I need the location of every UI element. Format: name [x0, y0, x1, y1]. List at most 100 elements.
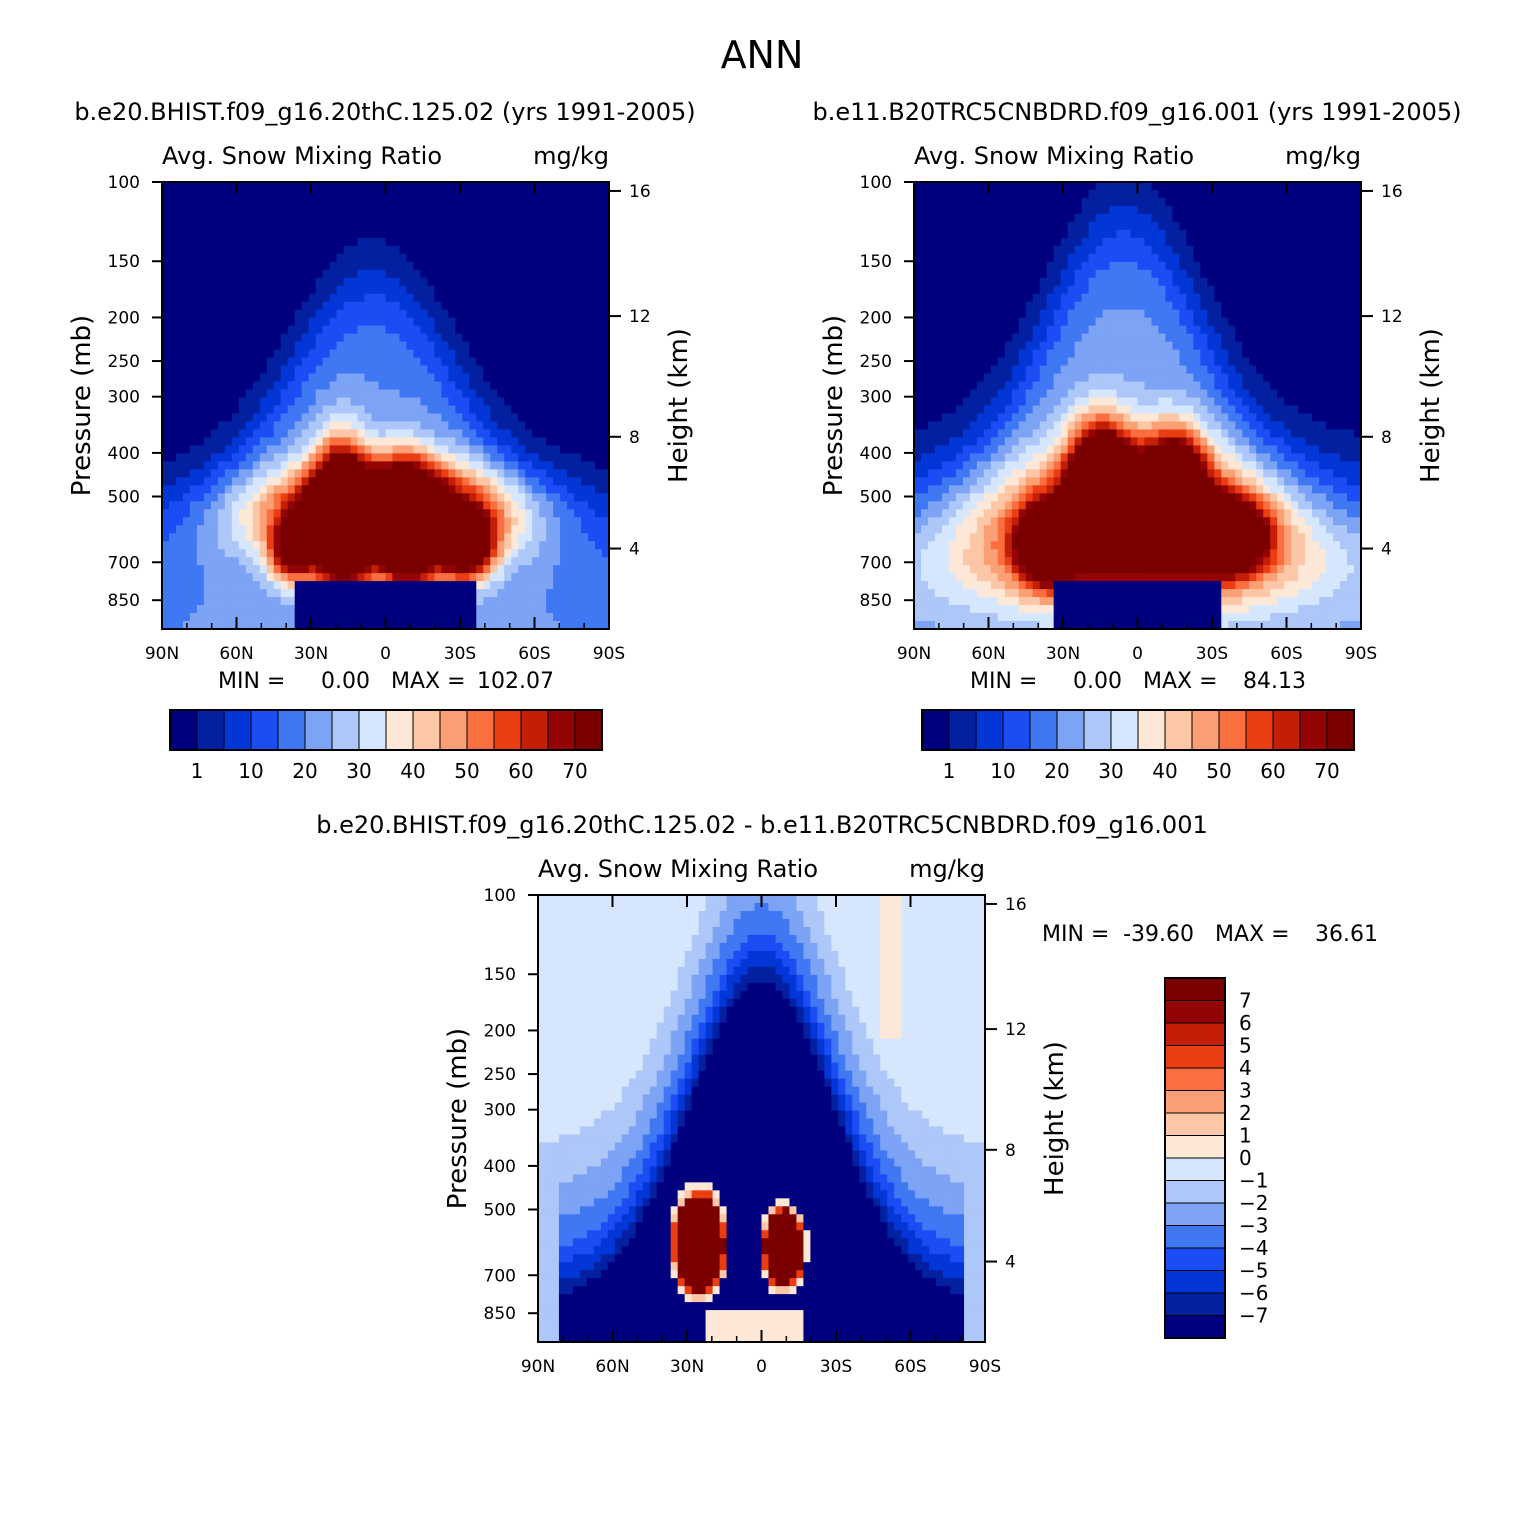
field-cell	[595, 469, 603, 478]
field-cell	[301, 421, 310, 431]
field-cell	[441, 581, 449, 590]
field-cell	[518, 213, 526, 223]
field-cell	[1032, 293, 1041, 303]
field-cell	[168, 573, 177, 582]
field-cell	[1060, 309, 1069, 319]
field-cell	[581, 413, 589, 423]
field-cell	[997, 349, 1006, 359]
field-cell	[1060, 317, 1069, 327]
field-cell	[983, 597, 992, 606]
field-cell	[273, 301, 282, 311]
field-cell	[322, 541, 331, 550]
field-cell	[567, 621, 575, 630]
field-cell	[315, 221, 324, 231]
field-cell	[504, 445, 512, 454]
field-cell	[168, 517, 177, 526]
field-cell	[322, 421, 331, 431]
field-cell	[182, 573, 191, 582]
field-cell	[203, 182, 212, 191]
field-cell	[336, 485, 345, 494]
field-cell	[448, 309, 456, 319]
field-cell	[553, 541, 561, 550]
field-cell	[588, 333, 596, 343]
field-cell	[231, 501, 240, 510]
field-cell	[602, 453, 610, 462]
field-cell	[969, 445, 978, 454]
field-cell	[1039, 525, 1048, 534]
field-cell	[322, 573, 331, 582]
field-cell	[532, 557, 540, 566]
field-cell	[294, 493, 303, 502]
field-cell	[301, 189, 310, 199]
field-cell	[189, 309, 198, 319]
field-cell	[378, 501, 387, 510]
field-cell	[476, 309, 484, 319]
field-cell	[364, 261, 373, 271]
field-cell	[497, 557, 505, 566]
field-cell	[567, 373, 575, 383]
field-cell	[1011, 445, 1020, 454]
field-cell	[539, 261, 547, 271]
field-cell	[553, 573, 561, 582]
field-cell	[196, 541, 205, 550]
field-cell	[238, 293, 247, 303]
field-cell	[532, 189, 540, 199]
field-cell	[203, 293, 212, 303]
field-cell	[914, 397, 922, 407]
field-cell	[441, 197, 449, 207]
field-cell	[420, 605, 428, 614]
field-cell	[287, 309, 296, 319]
field-cell	[175, 557, 184, 566]
field-cell	[490, 413, 498, 423]
field-cell	[997, 581, 1006, 590]
field-cell	[336, 477, 345, 486]
field-cell	[969, 405, 978, 415]
field-cell	[392, 182, 401, 191]
field-cell	[217, 245, 226, 255]
field-cell	[1018, 421, 1027, 431]
field-cell	[210, 189, 219, 199]
field-cell	[462, 357, 470, 367]
field-cell	[315, 245, 324, 255]
field-cell	[371, 349, 380, 359]
field-cell	[553, 517, 561, 526]
field-cell	[934, 589, 943, 598]
field-cell	[1004, 182, 1013, 191]
field-cell	[539, 533, 547, 542]
field-cell	[252, 477, 261, 486]
field-cell	[343, 557, 352, 566]
field-cell	[476, 293, 484, 303]
colorbar-swatch	[223, 709, 252, 751]
field-cell	[392, 389, 401, 399]
field-cell	[1060, 221, 1069, 231]
field-cell	[427, 381, 435, 391]
field-cell	[203, 597, 212, 606]
field-cell	[983, 213, 992, 223]
field-cell	[308, 429, 317, 439]
field-cell	[364, 589, 373, 598]
field-cell	[511, 309, 519, 319]
field-cell	[217, 469, 226, 478]
field-cell	[315, 389, 324, 399]
field-cell	[162, 349, 170, 359]
field-cell	[1011, 557, 1020, 566]
field-cell	[955, 469, 964, 478]
field-cell	[1011, 541, 1020, 550]
field-cell	[357, 365, 366, 375]
field-cell	[1018, 445, 1027, 454]
field-cell	[1039, 605, 1048, 614]
field-cell	[385, 541, 394, 550]
field-cell	[259, 205, 268, 215]
field-cell	[413, 525, 422, 534]
field-cell	[182, 541, 191, 550]
field-cell	[301, 429, 310, 439]
field-cell	[1060, 533, 1069, 542]
field-cell	[1032, 221, 1041, 231]
field-cell	[567, 325, 575, 335]
field-cell	[343, 301, 352, 311]
field-cell	[595, 541, 603, 550]
field-cell	[378, 421, 387, 431]
field-cell	[336, 517, 345, 526]
field-cell	[990, 333, 999, 343]
field-cell	[927, 581, 936, 590]
